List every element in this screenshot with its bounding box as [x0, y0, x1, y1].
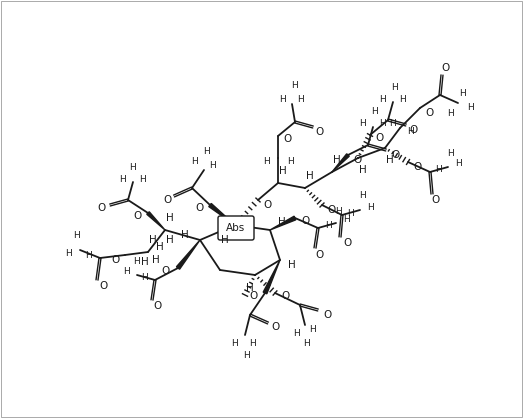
Text: H: H [141, 257, 149, 267]
Text: H: H [306, 171, 314, 181]
Polygon shape [270, 216, 296, 230]
Text: H: H [360, 120, 367, 128]
Text: H: H [221, 235, 229, 245]
Text: O: O [196, 203, 204, 213]
Text: O: O [391, 150, 399, 160]
Text: H: H [389, 118, 395, 127]
Text: O: O [249, 291, 257, 301]
Text: O: O [343, 238, 351, 248]
Text: O: O [284, 134, 292, 144]
Text: H: H [325, 221, 332, 229]
Text: O: O [97, 203, 105, 213]
Text: H: H [152, 255, 160, 265]
Text: H: H [209, 161, 215, 170]
Text: H: H [65, 248, 71, 257]
Text: H: H [263, 156, 269, 166]
Text: H: H [380, 120, 386, 128]
Text: H: H [336, 206, 343, 216]
Text: H: H [343, 216, 349, 224]
Text: O: O [441, 63, 449, 73]
Text: O: O [301, 216, 309, 226]
Polygon shape [332, 154, 349, 172]
Text: H: H [140, 174, 146, 184]
Text: H: H [359, 165, 367, 175]
Text: H: H [367, 202, 373, 212]
Text: H: H [293, 329, 300, 337]
Text: H: H [436, 166, 442, 174]
Text: O: O [271, 322, 279, 332]
Text: H: H [297, 94, 303, 104]
Text: H: H [249, 339, 256, 347]
Text: H: H [380, 94, 386, 104]
Text: H: H [467, 104, 473, 112]
Text: H: H [133, 257, 140, 265]
Text: H: H [120, 174, 127, 184]
Text: H: H [156, 242, 164, 252]
Text: O: O [134, 211, 142, 221]
Text: O: O [323, 310, 331, 320]
Text: O: O [410, 125, 418, 135]
Text: O: O [264, 200, 272, 210]
FancyBboxPatch shape [218, 216, 254, 240]
Text: O: O [431, 195, 439, 205]
Text: H: H [246, 283, 254, 293]
Text: H: H [406, 127, 413, 135]
Text: H: H [279, 94, 286, 104]
Text: O: O [162, 266, 170, 276]
Text: H: H [333, 155, 341, 165]
Text: H: H [166, 235, 174, 245]
Text: H: H [287, 156, 293, 166]
Text: H: H [149, 235, 157, 245]
Text: Abs: Abs [226, 223, 246, 233]
Text: O: O [354, 155, 362, 165]
Polygon shape [147, 212, 165, 230]
Text: H: H [166, 213, 174, 223]
Text: H: H [392, 82, 399, 92]
Text: O: O [426, 108, 434, 118]
Text: O: O [281, 291, 289, 301]
Text: H: H [181, 230, 189, 240]
Text: H: H [202, 148, 209, 156]
Text: O: O [163, 195, 171, 205]
Text: H: H [400, 94, 406, 104]
Text: H: H [244, 351, 251, 359]
Polygon shape [263, 260, 280, 294]
Text: O: O [316, 250, 324, 260]
Text: H: H [288, 260, 296, 270]
Text: O: O [99, 281, 107, 291]
Text: H: H [454, 160, 461, 168]
Text: H: H [190, 158, 197, 166]
Text: H: H [359, 191, 366, 201]
Text: H: H [279, 166, 287, 176]
Text: H: H [123, 268, 130, 276]
Text: H: H [291, 82, 298, 91]
Text: H: H [447, 148, 453, 158]
Text: O: O [328, 205, 336, 215]
Text: H: H [310, 326, 316, 334]
Text: H: H [448, 109, 454, 117]
Text: H: H [130, 163, 137, 171]
Text: H: H [348, 209, 355, 217]
Text: H: H [278, 217, 286, 227]
Text: O: O [414, 162, 422, 172]
Text: H: H [372, 107, 378, 117]
Text: O: O [376, 133, 384, 143]
Text: H: H [304, 339, 310, 347]
Text: O: O [154, 301, 162, 311]
Polygon shape [209, 204, 235, 225]
Text: H: H [232, 339, 238, 347]
Text: H: H [85, 252, 92, 260]
Text: H: H [74, 232, 81, 240]
Polygon shape [176, 240, 200, 269]
Text: H: H [386, 155, 394, 165]
Text: H: H [460, 89, 467, 97]
Text: O: O [316, 127, 324, 137]
Text: H: H [142, 273, 149, 283]
Text: O: O [111, 255, 119, 265]
